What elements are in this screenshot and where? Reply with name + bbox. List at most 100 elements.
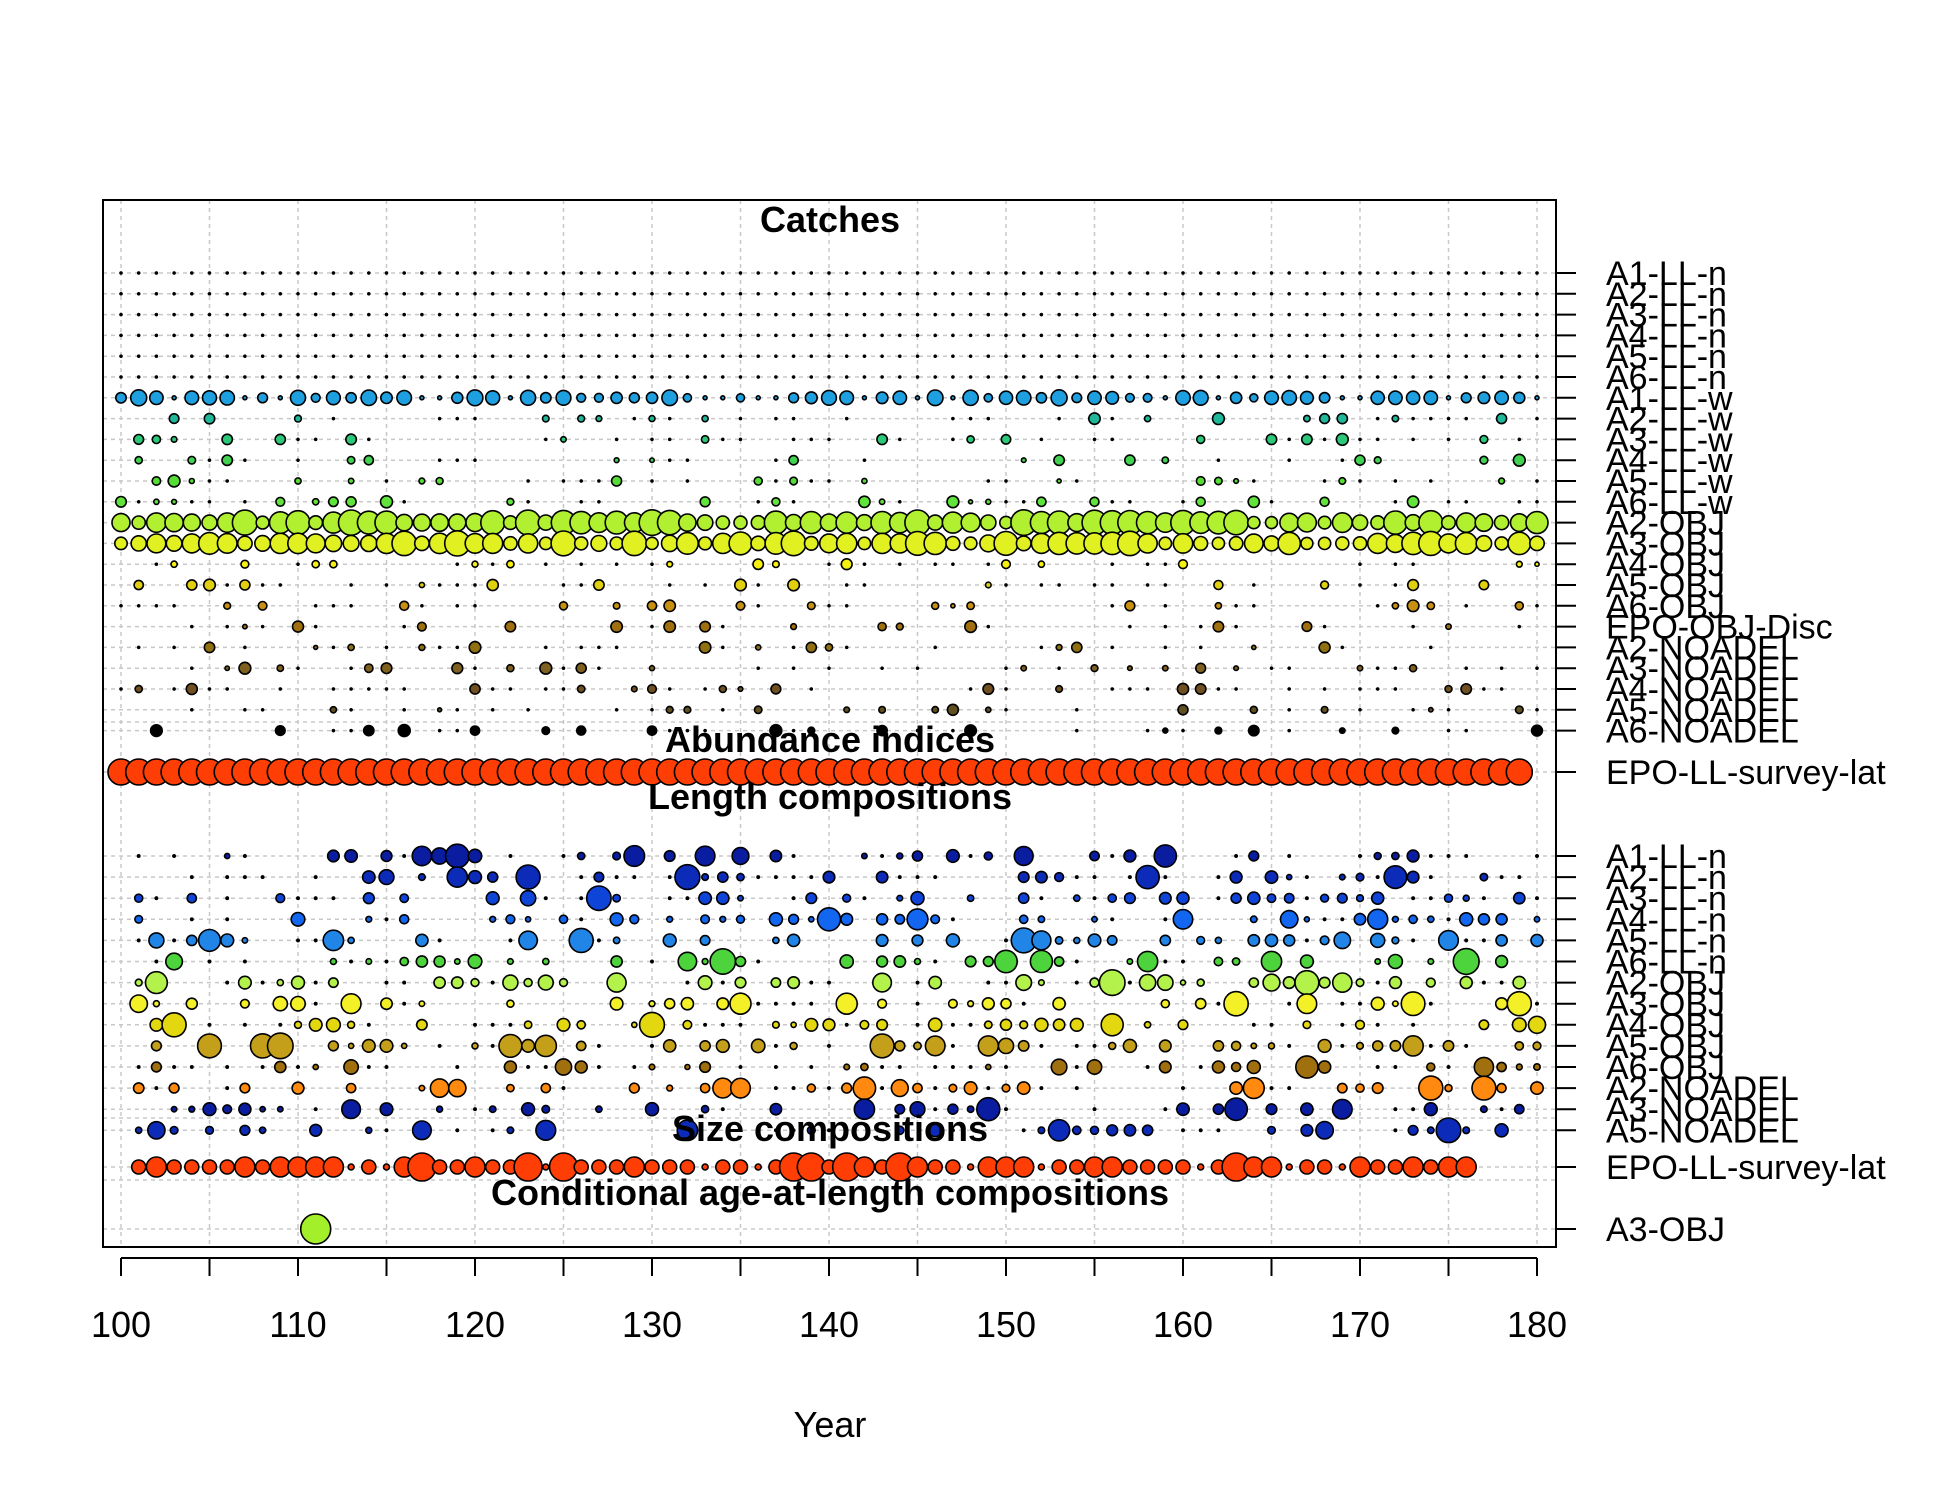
data-bubble bbox=[379, 391, 393, 405]
data-bubble bbox=[1036, 496, 1047, 508]
data-bubble bbox=[1198, 271, 1203, 275]
data-bubble bbox=[1375, 603, 1380, 608]
data-bubble bbox=[154, 354, 159, 359]
data-bubble bbox=[524, 915, 532, 923]
data-bubble bbox=[1446, 291, 1451, 296]
data-bubble bbox=[1110, 291, 1115, 296]
data-bubble bbox=[539, 661, 553, 675]
data-bubble bbox=[1251, 1022, 1256, 1027]
data-bubble bbox=[402, 707, 407, 712]
data-bubble bbox=[296, 437, 300, 442]
data-bubble bbox=[756, 333, 761, 338]
data-bubble bbox=[207, 354, 212, 359]
data-bubble bbox=[129, 994, 149, 1014]
data-bubble bbox=[431, 1159, 448, 1175]
data-bubble bbox=[895, 622, 904, 631]
data-bubble bbox=[720, 1107, 725, 1112]
data-bubble bbox=[1260, 1156, 1283, 1178]
data-bubble bbox=[826, 1043, 832, 1048]
data-bubble bbox=[359, 534, 378, 553]
data-bubble bbox=[1021, 499, 1026, 504]
data-bubble bbox=[1266, 893, 1277, 904]
data-bubble bbox=[1475, 534, 1493, 552]
data-bubble bbox=[276, 1105, 284, 1113]
data-bubble bbox=[1479, 455, 1489, 465]
data-bubble bbox=[347, 1163, 355, 1171]
data-bubble bbox=[1269, 1022, 1274, 1027]
data-bubble bbox=[1391, 414, 1400, 423]
data-bubble bbox=[506, 663, 515, 673]
data-bubble bbox=[1353, 912, 1367, 926]
data-bubble bbox=[1105, 390, 1120, 405]
data-bubble bbox=[1340, 375, 1345, 379]
data-bubble bbox=[875, 391, 889, 405]
data-bubble bbox=[632, 354, 637, 359]
data-bubble bbox=[1124, 454, 1136, 467]
data-bubble bbox=[947, 1103, 959, 1115]
data-bubble bbox=[791, 354, 796, 359]
data-bubble bbox=[490, 1128, 495, 1133]
data-bubble bbox=[1145, 333, 1150, 338]
data-bubble bbox=[1355, 1083, 1365, 1093]
data-bubble bbox=[1322, 437, 1327, 442]
data-bubble bbox=[1428, 312, 1433, 317]
row-label: EPO-OBJ-Disc bbox=[1606, 609, 1833, 647]
data-bubble bbox=[1074, 959, 1079, 964]
data-bubble bbox=[469, 725, 481, 736]
data-bubble bbox=[950, 1043, 955, 1048]
data-bubble bbox=[1505, 758, 1534, 786]
data-bubble bbox=[366, 1064, 371, 1070]
data-bubble bbox=[164, 512, 185, 533]
data-bubble bbox=[993, 949, 1018, 974]
data-bubble bbox=[1387, 390, 1403, 406]
data-bubble bbox=[632, 416, 637, 421]
data-bubble bbox=[1177, 703, 1189, 716]
data-bubble bbox=[1039, 271, 1044, 275]
data-bubble bbox=[1428, 875, 1433, 880]
data-bubble bbox=[1074, 333, 1079, 338]
data-bubble bbox=[839, 954, 855, 969]
data-bubble bbox=[243, 375, 247, 379]
data-bubble bbox=[927, 1159, 944, 1175]
data-bubble bbox=[1340, 645, 1345, 650]
data-bubble bbox=[791, 499, 796, 504]
data-bubble bbox=[561, 291, 566, 296]
data-bubble bbox=[152, 999, 161, 1008]
data-bubble bbox=[809, 479, 814, 483]
data-bubble bbox=[1423, 390, 1439, 406]
data-bubble bbox=[754, 1163, 763, 1171]
x-tick-label: 180 bbox=[1507, 1304, 1567, 1345]
data-bubble bbox=[1375, 437, 1380, 442]
data-bubble bbox=[933, 875, 938, 880]
data-bubble bbox=[731, 846, 750, 866]
data-bubble bbox=[597, 666, 601, 671]
data-bubble bbox=[341, 1099, 362, 1120]
data-bubble bbox=[293, 1020, 303, 1030]
data-bubble bbox=[515, 864, 541, 890]
data-bubble bbox=[295, 1064, 301, 1070]
data-bubble bbox=[1194, 997, 1207, 1010]
data-bubble bbox=[1322, 312, 1327, 317]
data-bubble bbox=[471, 560, 479, 569]
data-bubble bbox=[915, 1001, 920, 1006]
data-bubble bbox=[1426, 1062, 1436, 1072]
data-bubble bbox=[645, 391, 659, 405]
data-bubble bbox=[574, 1060, 589, 1074]
data-bubble bbox=[1517, 624, 1522, 629]
data-bubble bbox=[275, 496, 286, 507]
data-bubble bbox=[844, 291, 849, 296]
data-bubble bbox=[986, 291, 991, 296]
data-bubble bbox=[1354, 454, 1366, 467]
data-bubble bbox=[875, 1018, 889, 1031]
data-bubble bbox=[597, 333, 601, 338]
data-bubble bbox=[1427, 706, 1434, 713]
data-bubble bbox=[734, 955, 747, 968]
data-bubble bbox=[738, 333, 743, 338]
data-bubble bbox=[154, 896, 159, 901]
data-bubble bbox=[420, 291, 424, 296]
data-bubble bbox=[1369, 1159, 1386, 1175]
data-bubble bbox=[950, 602, 956, 609]
data-bubble bbox=[1198, 312, 1203, 317]
data-bubble bbox=[1406, 599, 1420, 613]
data-bubble bbox=[296, 291, 300, 296]
